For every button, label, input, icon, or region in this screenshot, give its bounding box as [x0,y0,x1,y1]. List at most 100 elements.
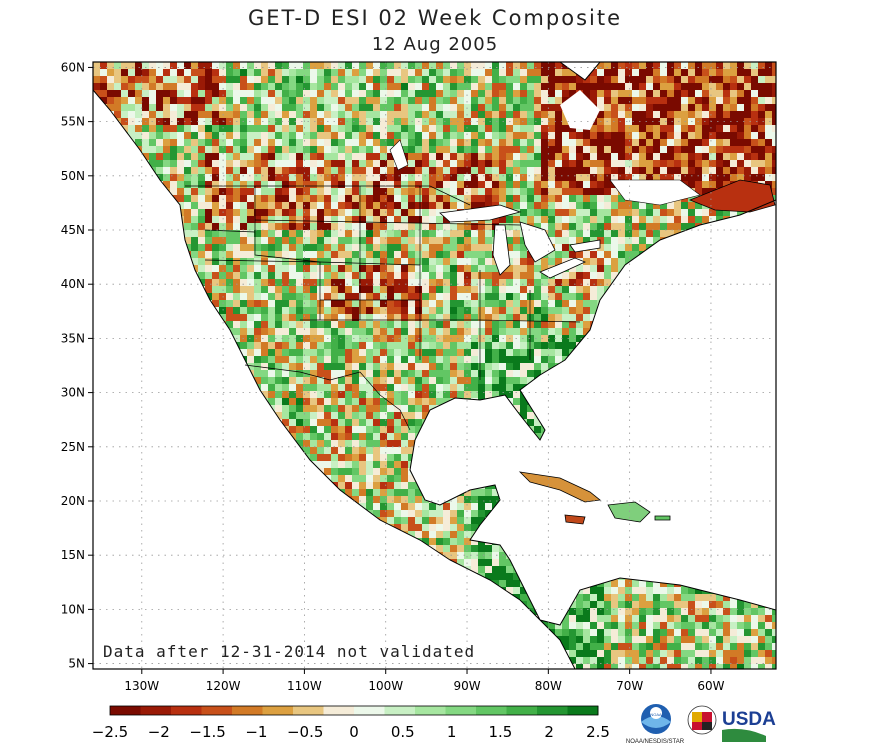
esi-cell [555,356,562,363]
esi-cell [212,188,219,195]
esi-cell [331,391,338,398]
esi-cell [359,363,366,370]
esi-cell [527,97,534,104]
esi-cell [303,104,310,111]
esi-cell [625,104,632,111]
esi-cell [408,160,415,167]
esi-cell [345,202,352,209]
esi-cell [233,300,240,307]
esi-cell [478,76,485,83]
esi-cell [240,153,247,160]
esi-cell [450,181,457,188]
esi-cell [429,307,436,314]
esi-cell [219,230,226,237]
esi-cell [758,111,765,118]
esi-cell [240,62,247,69]
esi-cell [233,258,240,265]
esi-cell [191,132,198,139]
esi-cell [436,195,443,202]
esi-cell [611,230,618,237]
esi-cell [296,405,303,412]
esi-cell [457,202,464,209]
esi-cell [338,209,345,216]
esi-cell [282,286,289,293]
esi-cell [681,216,688,223]
esi-cell [254,132,261,139]
esi-cell [590,307,597,314]
esi-cell [737,174,744,181]
esi-cell [639,104,646,111]
esi-cell [233,307,240,314]
esi-cell [471,251,478,258]
esi-cell [618,251,625,258]
esi-cell [555,146,562,153]
esi-cell [716,62,723,69]
esi-cell [408,181,415,188]
esi-cell [366,405,373,412]
esi-cell [254,286,261,293]
esi-cell [583,321,590,328]
esi-cell [555,195,562,202]
esi-cell [611,251,618,258]
esi-cell [282,237,289,244]
esi-cell [352,342,359,349]
esi-cell [695,111,702,118]
esi-cell [387,272,394,279]
esi-cell [520,202,527,209]
esi-cell [485,251,492,258]
esi-cell [765,69,772,76]
esi-cell [436,314,443,321]
esi-cell [534,104,541,111]
esi-cell [660,139,667,146]
esi-cell [765,174,772,181]
esi-cell [205,272,212,279]
esi-cell [695,69,702,76]
esi-cell [324,342,331,349]
esi-cell [380,363,387,370]
esi-cell [268,146,275,153]
esi-cell [310,356,317,363]
esi-cell [163,181,170,188]
esi-cell [513,307,520,314]
esi-cell [310,321,317,328]
esi-cell [352,188,359,195]
esi-cell [219,132,226,139]
esi-cell [674,216,681,223]
esi-cell [569,174,576,181]
esi-cell [506,153,513,160]
esi-cell [359,384,366,391]
esi-cell [261,174,268,181]
esi-cell [639,174,646,181]
esi-cell [597,223,604,230]
esi-cell [534,160,541,167]
esi-cell [310,146,317,153]
esi-cell [646,237,653,244]
esi-cell [373,76,380,83]
esi-cell [352,265,359,272]
esi-cell [436,139,443,146]
esi-cell [387,405,394,412]
esi-cell [282,391,289,398]
esi-cell [352,83,359,90]
esi-cell [513,181,520,188]
esi-cell [674,223,681,230]
esi-cell [709,69,716,76]
esi-cell [121,111,128,118]
esi-cell [506,384,513,391]
esi-cell [541,314,548,321]
esi-cell [464,251,471,258]
esi-cell [625,90,632,97]
esi-cell [485,118,492,125]
esi-cell [737,146,744,153]
esi-cell [478,300,485,307]
esi-cell [345,97,352,104]
esi-cell [226,90,233,97]
esi-cell [331,202,338,209]
esi-cell [569,181,576,188]
esi-cell [709,216,716,223]
esi-cell [737,167,744,174]
esi-cell [618,97,625,104]
esi-cell [415,209,422,216]
esi-cell [688,153,695,160]
esi-cell [205,230,212,237]
